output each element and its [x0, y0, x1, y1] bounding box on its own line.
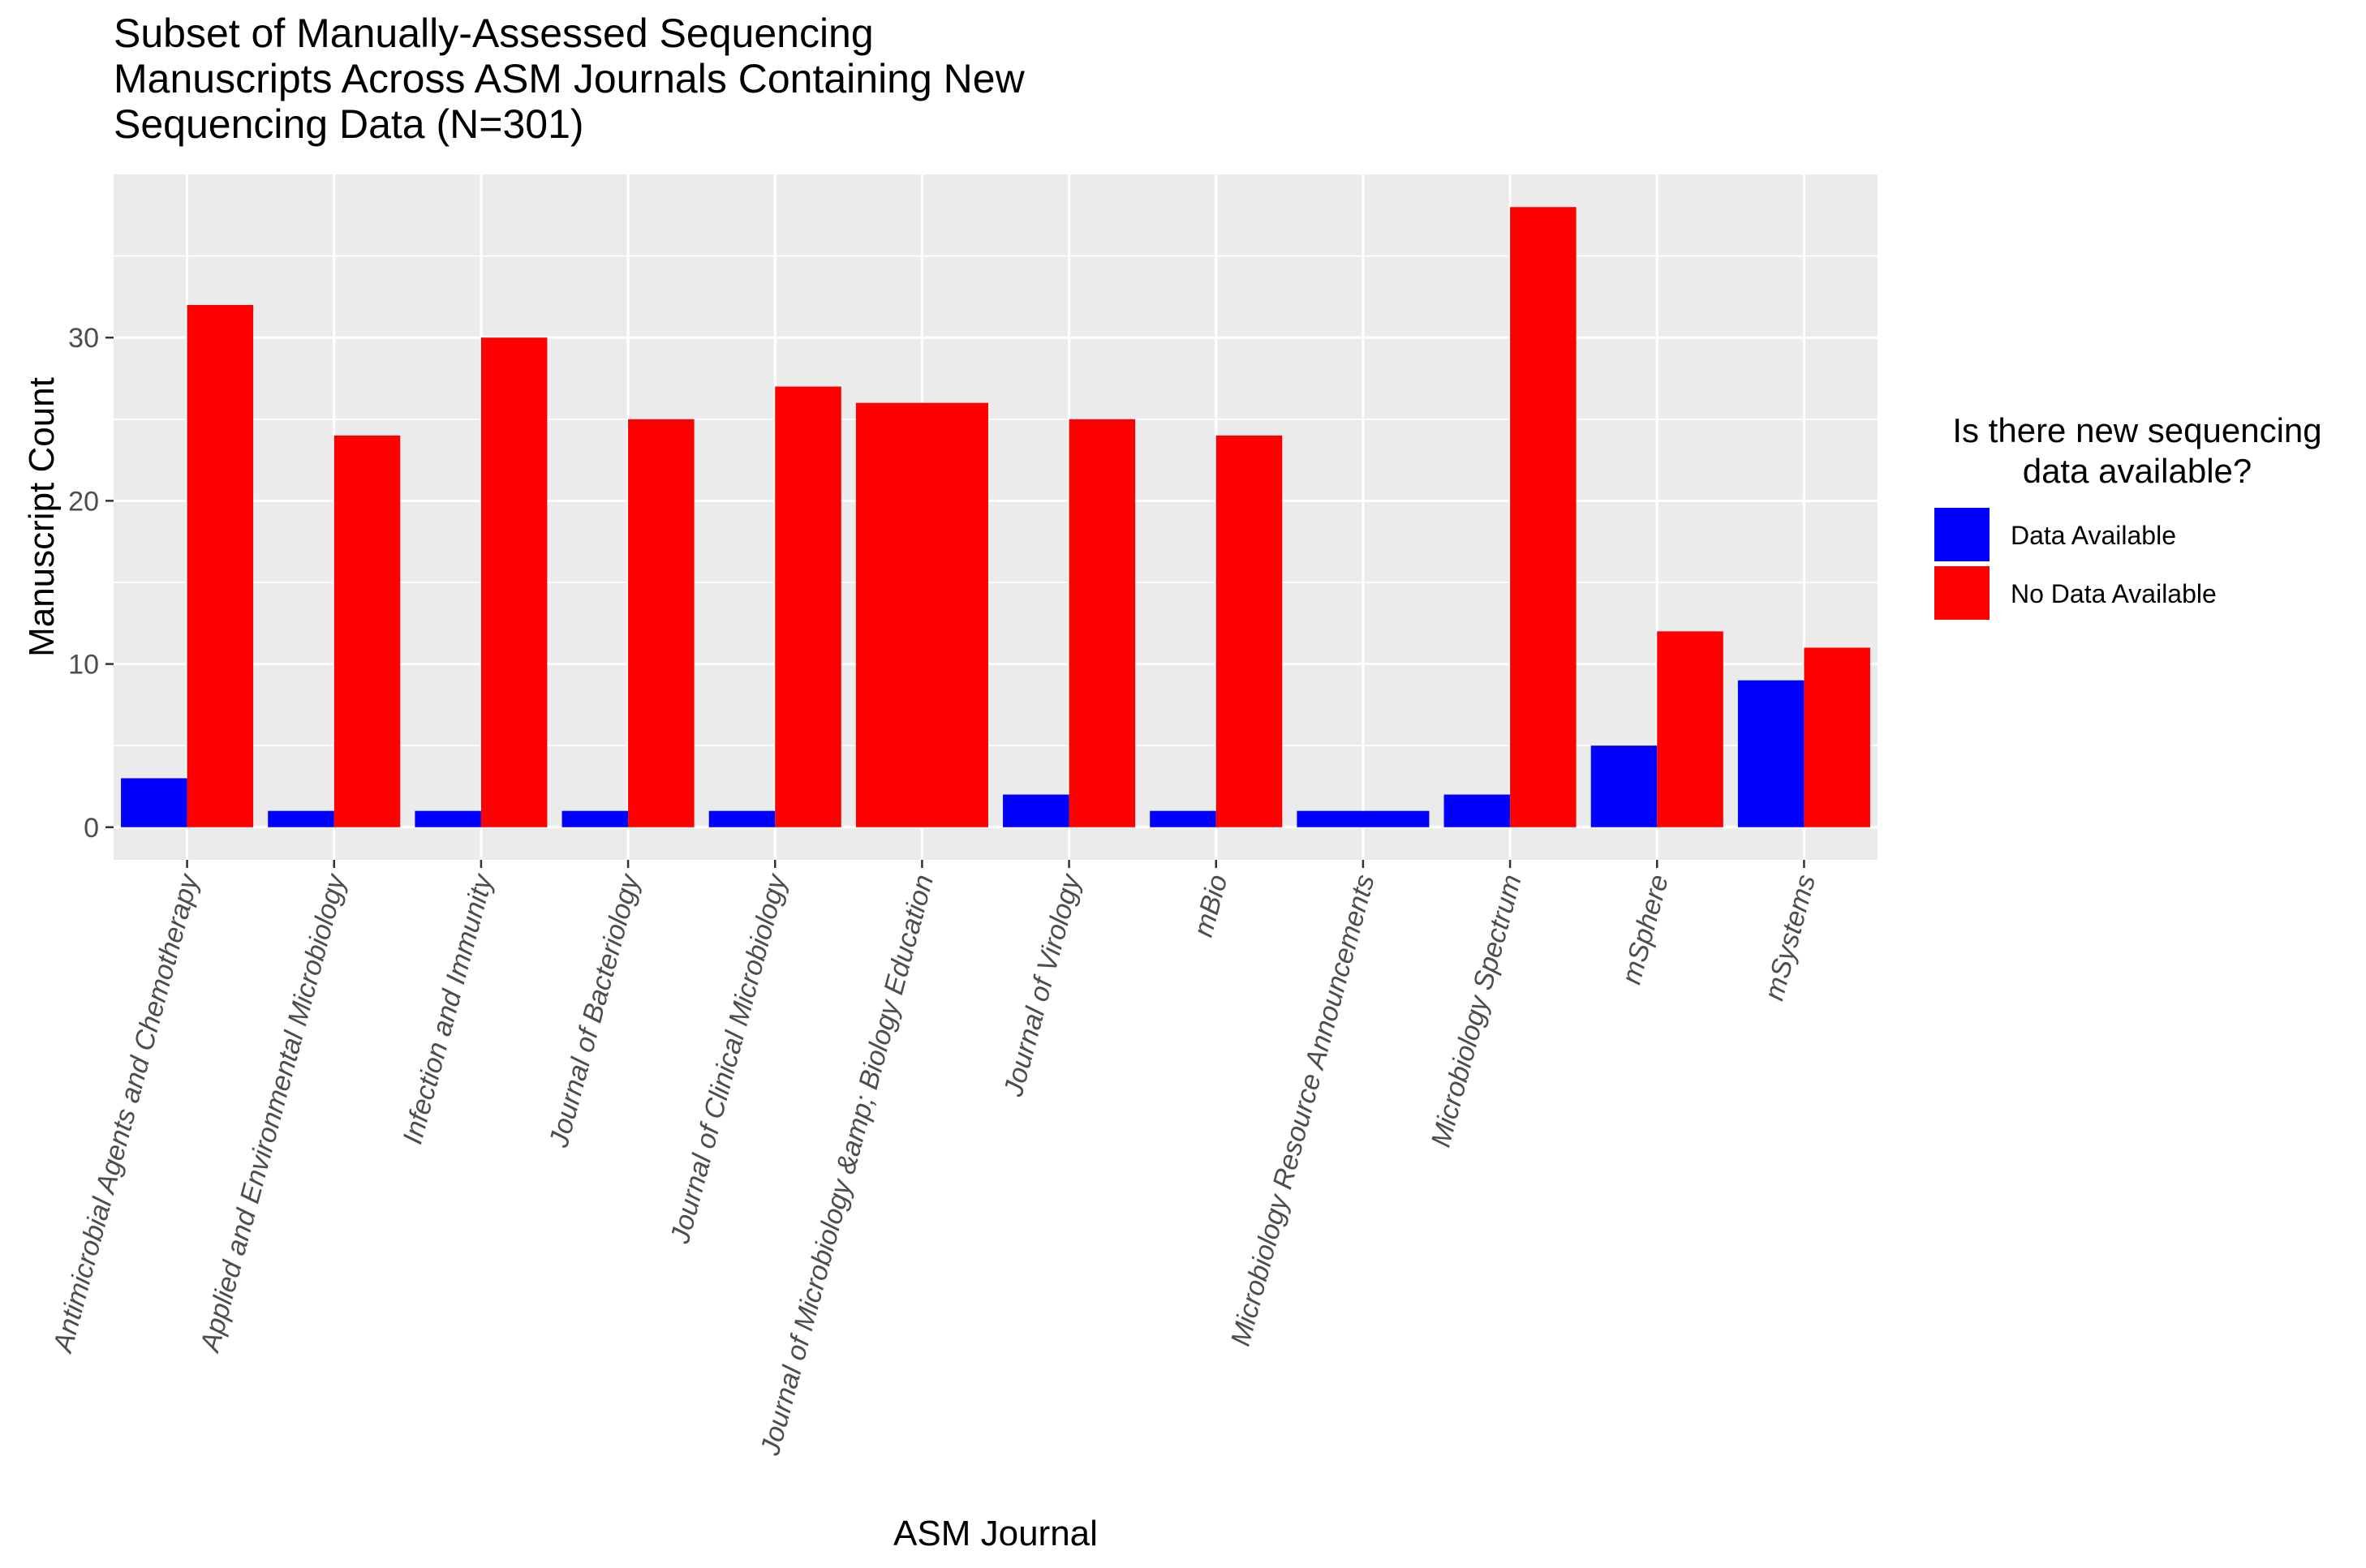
legend-title-line: data available? [2023, 452, 2252, 490]
x-tick-label: Microbiology Spectrum [1426, 871, 1528, 1150]
x-tick-label: mSphere [1616, 871, 1675, 987]
bar-data-available [1297, 810, 1430, 827]
x-tick-label: Applied and Environmental Microbiology [194, 870, 352, 1356]
bar-no-data-available [333, 435, 401, 827]
legend-label: No Data Available [2011, 579, 2217, 608]
x-tick-label: Infection and Immunity [397, 870, 499, 1147]
chart-title-line: Manuscripts Across ASM Journals Containi… [114, 56, 1026, 101]
bar-data-available [268, 810, 334, 827]
bar-data-available [415, 810, 481, 827]
bar-no-data-available [1804, 647, 1870, 827]
bar-data-available [1737, 680, 1805, 827]
bar-data-available [121, 778, 187, 827]
bar-no-data-available [187, 304, 254, 827]
legend-key-no-data-available [1934, 566, 1990, 620]
bar-data-available [1003, 794, 1069, 827]
x-axis: Antimicrobial Agents and ChemotherapyApp… [47, 860, 1822, 1459]
bar-data-available [1150, 810, 1216, 827]
bar-data-available [1443, 794, 1511, 827]
legend-label: Data Available [2011, 521, 2176, 550]
bar-data-available [1590, 745, 1658, 827]
bar-no-data-available [855, 402, 988, 827]
x-tick-label: Journal of Microbiology &amp; Biology Ed… [755, 871, 940, 1459]
y-tick-label: 30 [68, 323, 99, 354]
bar-no-data-available [1069, 419, 1136, 827]
chart-title: Subset of Manually-Assessed SequencingMa… [114, 11, 1026, 147]
bar-data-available [708, 810, 776, 827]
bar-no-data-available [480, 337, 548, 827]
bars [121, 207, 1870, 827]
x-tick-label: mSystems [1758, 871, 1822, 1003]
y-tick-label: 10 [68, 650, 99, 681]
bar-no-data-available [628, 419, 695, 827]
bar-no-data-available [775, 386, 841, 827]
x-tick-label: Microbiology Resource Announcements [1225, 871, 1381, 1349]
x-tick-label: Journal of Bacteriology [543, 870, 646, 1151]
x-axis-title: ASM Journal [893, 1514, 1098, 1553]
x-tick-label: Journal of Virology [998, 870, 1087, 1100]
x-tick-label: Antimicrobial Agents and Chemotherapy [47, 870, 205, 1356]
x-tick-label: mBio [1188, 871, 1234, 940]
bar-data-available [561, 810, 629, 827]
legend-key-data-available [1934, 508, 1990, 561]
bar-no-data-available [1215, 435, 1283, 827]
legend-title-line: Is there new sequencing [1952, 411, 2321, 449]
bar-no-data-available [1657, 631, 1723, 827]
y-tick-label: 20 [68, 486, 99, 517]
y-tick-label: 0 [84, 813, 99, 844]
bar-no-data-available [1510, 207, 1577, 827]
y-axis: 0 10 20 30 [68, 323, 114, 844]
chart-title-line: Sequencing Data (N=301) [114, 101, 584, 147]
y-axis-title: Manuscript Count [22, 377, 62, 657]
x-tick-label: Journal of Clinical Microbiology [665, 870, 794, 1247]
chart-title-line: Subset of Manually-Assessed Sequencing [114, 11, 874, 56]
